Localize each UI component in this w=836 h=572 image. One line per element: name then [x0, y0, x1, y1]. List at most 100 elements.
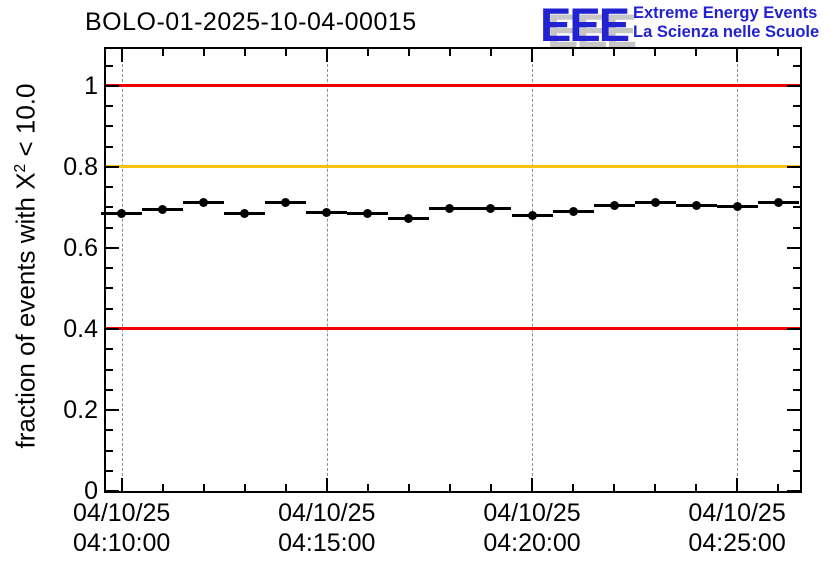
y-tick	[787, 409, 800, 411]
y-tick-label: 0.2	[63, 396, 98, 424]
reference-line	[106, 327, 800, 331]
x-tick	[243, 484, 246, 491]
x-tick-time: 04:15:00	[278, 529, 376, 557]
y-tick-label: 0	[84, 477, 98, 505]
x-tick	[777, 49, 780, 56]
data-point	[322, 207, 332, 217]
x-tick	[736, 478, 739, 491]
y-tick	[106, 246, 119, 249]
x-tick	[572, 484, 574, 491]
y-tick-label: 0.6	[63, 233, 98, 262]
y-tick	[106, 287, 113, 290]
x-tick	[325, 49, 328, 62]
eee-logo-text: Extreme Energy Events La Scienza nelle S…	[633, 4, 819, 42]
x-tick	[202, 484, 205, 491]
chart-title: BOLO-01-2025-10-04-00015	[85, 8, 417, 36]
x-tick-label: 04/10/25 04:25:00	[627, 498, 836, 558]
x-tick-label: 04/10/25 04:20:00	[422, 498, 642, 558]
data-point	[199, 198, 209, 207]
eee-logo-line2: La Scienza nelle Scuole	[633, 23, 820, 41]
y-tick	[787, 165, 800, 168]
y-tick	[106, 165, 119, 168]
x-tick	[407, 484, 410, 491]
x-tick	[489, 49, 492, 56]
y-tick	[106, 409, 119, 411]
y-tick	[793, 287, 800, 290]
x-tick	[613, 484, 615, 491]
y-tick	[106, 145, 113, 148]
y-tick	[793, 125, 800, 128]
y-tick	[106, 388, 113, 391]
y-tick	[793, 388, 800, 391]
data-point	[486, 204, 496, 214]
x-tick	[366, 49, 369, 56]
y-tick	[793, 429, 800, 432]
eee-logo-line1: Extreme Energy Events	[633, 4, 818, 22]
y-tick	[793, 226, 800, 229]
y-tick	[787, 84, 800, 87]
y-tick	[787, 490, 800, 492]
data-point	[732, 202, 742, 212]
y-tick	[793, 206, 800, 209]
y-tick	[106, 429, 113, 432]
data-point	[281, 197, 291, 207]
y-tick	[106, 368, 113, 371]
reference-line	[106, 165, 800, 169]
data-point	[117, 208, 127, 218]
plot-frame	[101, 47, 802, 493]
y-tick	[106, 267, 113, 270]
y-tick	[793, 105, 800, 108]
eee-logo: EEE	[540, 0, 630, 51]
y-tick-label: 0.8	[63, 152, 98, 181]
x-tick	[366, 484, 369, 491]
y-tick	[106, 449, 113, 452]
y-tick	[106, 469, 113, 472]
y-tick	[106, 490, 119, 492]
x-tick	[654, 484, 656, 491]
y-tick	[793, 469, 800, 472]
x-tick	[161, 49, 164, 56]
x-gridline	[326, 49, 328, 491]
x-tick	[202, 49, 205, 56]
y-tick	[106, 348, 113, 351]
data-point	[691, 200, 701, 210]
y-tick	[793, 368, 800, 371]
x-tick	[407, 49, 410, 56]
x-tick-date: 04/10/25	[278, 499, 376, 527]
y-tick	[787, 327, 800, 330]
y-tick	[793, 307, 800, 310]
x-tick-label: 04/10/25 04:15:00	[217, 498, 437, 558]
x-tick	[120, 49, 123, 62]
x-tick	[243, 49, 246, 56]
x-tick-time: 04:20:00	[483, 529, 581, 557]
y-tick	[793, 449, 800, 452]
x-tick	[736, 49, 739, 62]
x-tick	[572, 49, 574, 56]
y-tick	[106, 226, 113, 229]
y-tick	[106, 186, 113, 189]
x-tick	[654, 49, 656, 56]
x-tick	[161, 484, 164, 491]
y-tick	[793, 267, 800, 270]
y-tick	[793, 64, 800, 67]
y-tick	[787, 246, 800, 249]
y-tick	[106, 64, 113, 67]
data-point	[445, 204, 455, 214]
data-point	[609, 200, 619, 210]
data-point	[568, 207, 578, 217]
x-gridline	[121, 49, 123, 491]
x-tick	[448, 49, 451, 56]
y-tick-label: 1	[84, 71, 98, 100]
x-tick	[695, 484, 698, 491]
y-tick	[106, 105, 113, 108]
x-gridline	[737, 49, 739, 491]
y-tick	[106, 84, 119, 87]
x-tick	[284, 49, 287, 56]
data-point	[527, 210, 537, 220]
y-tick	[106, 307, 113, 310]
data-point	[404, 213, 414, 223]
data-point	[240, 208, 250, 218]
x-tick-date: 04/10/25	[483, 499, 581, 527]
data-point	[363, 208, 373, 218]
y-tick	[106, 206, 113, 209]
